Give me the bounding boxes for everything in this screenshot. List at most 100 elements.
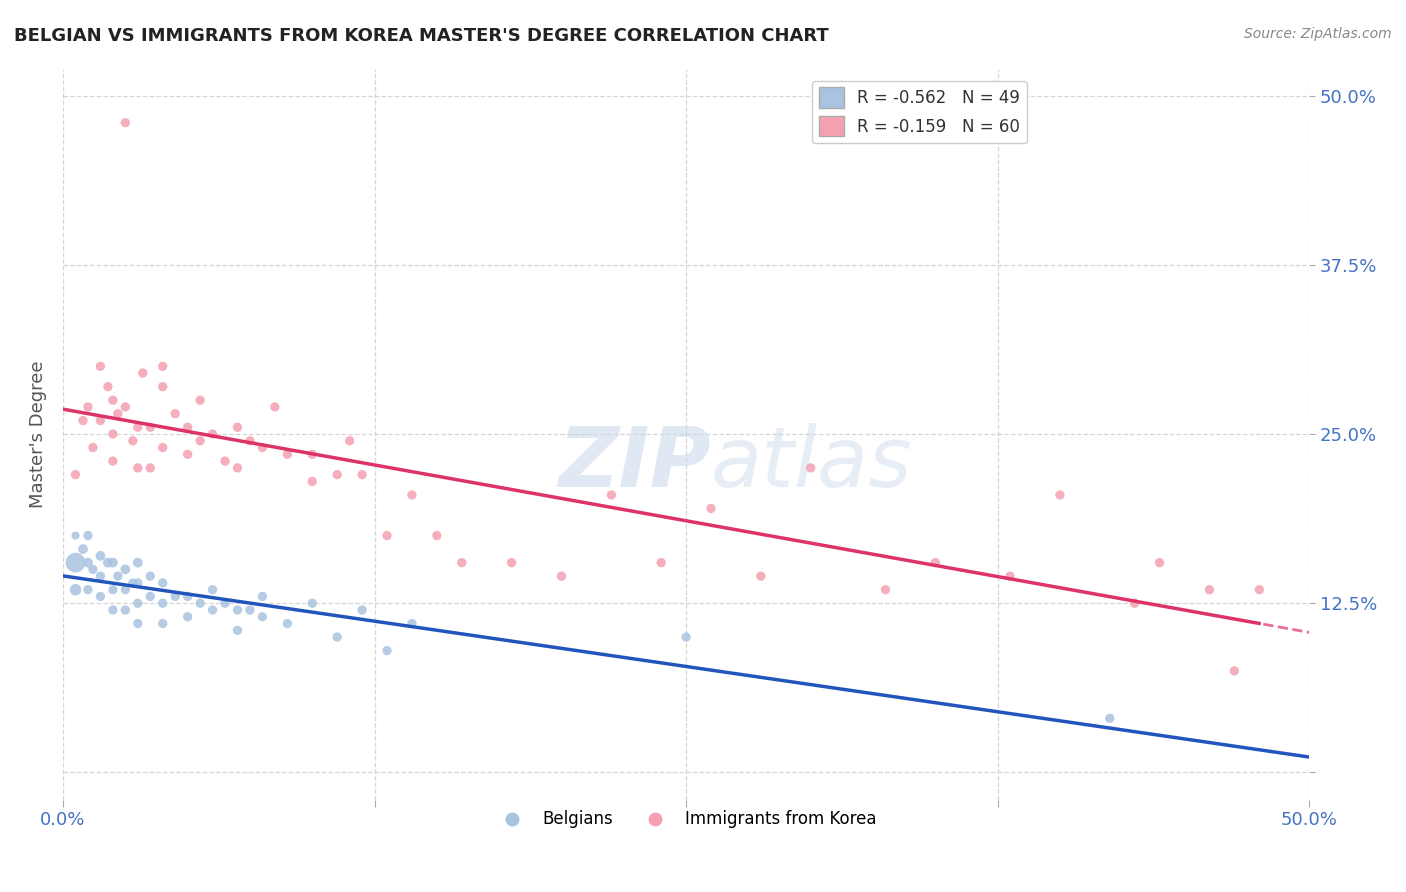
Point [101,556,124,570]
Point [600,488,623,502]
Point [749,569,772,583]
Point [101,454,124,468]
Point [1223,664,1246,678]
Point [65,467,87,482]
Point [77,528,100,542]
Legend: Belgians, Immigrants from Korea: Belgians, Immigrants from Korea [489,804,883,835]
Point [252,609,274,624]
Point [226,461,249,475]
Point [165,407,187,421]
Point [800,461,823,475]
Point [152,379,174,393]
Point [998,569,1021,583]
Point [114,400,136,414]
Point [263,400,285,414]
Point [152,616,174,631]
Point [1098,711,1121,725]
Point [152,359,174,374]
Point [89,590,111,604]
Point [201,603,224,617]
Point [127,616,149,631]
Point [114,603,136,617]
Point [152,441,174,455]
Point [339,434,361,448]
Point [301,447,323,461]
Point [89,413,111,427]
Point [152,596,174,610]
Point [1149,556,1171,570]
Point [121,576,143,591]
Point [152,576,174,591]
Point [127,576,149,591]
Point [139,420,162,434]
Point [1049,488,1071,502]
Point [72,542,94,557]
Point [450,556,472,570]
Point [375,528,398,542]
Point [139,461,162,475]
Text: BELGIAN VS IMMIGRANTS FROM KOREA MASTER'S DEGREE CORRELATION CHART: BELGIAN VS IMMIGRANTS FROM KOREA MASTER'… [14,27,828,45]
Point [401,616,423,631]
Point [127,420,149,434]
Point [326,467,349,482]
Point [650,556,672,570]
Point [276,616,298,631]
Text: Source: ZipAtlas.com: Source: ZipAtlas.com [1244,27,1392,41]
Point [165,590,187,604]
Point [214,596,236,610]
Point [114,562,136,576]
Point [239,434,262,448]
Point [65,582,87,597]
Point [82,441,104,455]
Point [89,569,111,583]
Point [77,400,100,414]
Point [239,603,262,617]
Point [65,556,87,570]
Point [101,393,124,408]
Point [121,434,143,448]
Point [188,393,211,408]
Point [700,501,723,516]
Point [375,643,398,657]
Point [77,582,100,597]
Point [188,434,211,448]
Point [352,603,374,617]
Point [352,467,374,482]
Point [1249,582,1271,597]
Point [176,447,198,461]
Point [214,454,236,468]
Point [107,407,129,421]
Point [252,441,274,455]
Point [127,556,149,570]
Point [201,427,224,442]
Point [107,569,129,583]
Point [226,420,249,434]
Point [82,562,104,576]
Point [72,413,94,427]
Point [101,603,124,617]
Point [127,461,149,475]
Text: atlas: atlas [711,423,912,504]
Point [401,488,423,502]
Point [127,596,149,610]
Point [924,556,946,570]
Point [89,549,111,563]
Point [139,590,162,604]
Point [188,596,211,610]
Point [201,582,224,597]
Point [301,596,323,610]
Point [176,420,198,434]
Point [301,475,323,489]
Point [426,528,449,542]
Point [1123,596,1146,610]
Y-axis label: Master's Degree: Master's Degree [30,360,46,508]
Point [139,569,162,583]
Point [65,528,87,542]
Point [97,379,120,393]
Point [132,366,155,380]
Point [550,569,572,583]
Point [101,582,124,597]
Point [1198,582,1220,597]
Point [114,582,136,597]
Point [89,359,111,374]
